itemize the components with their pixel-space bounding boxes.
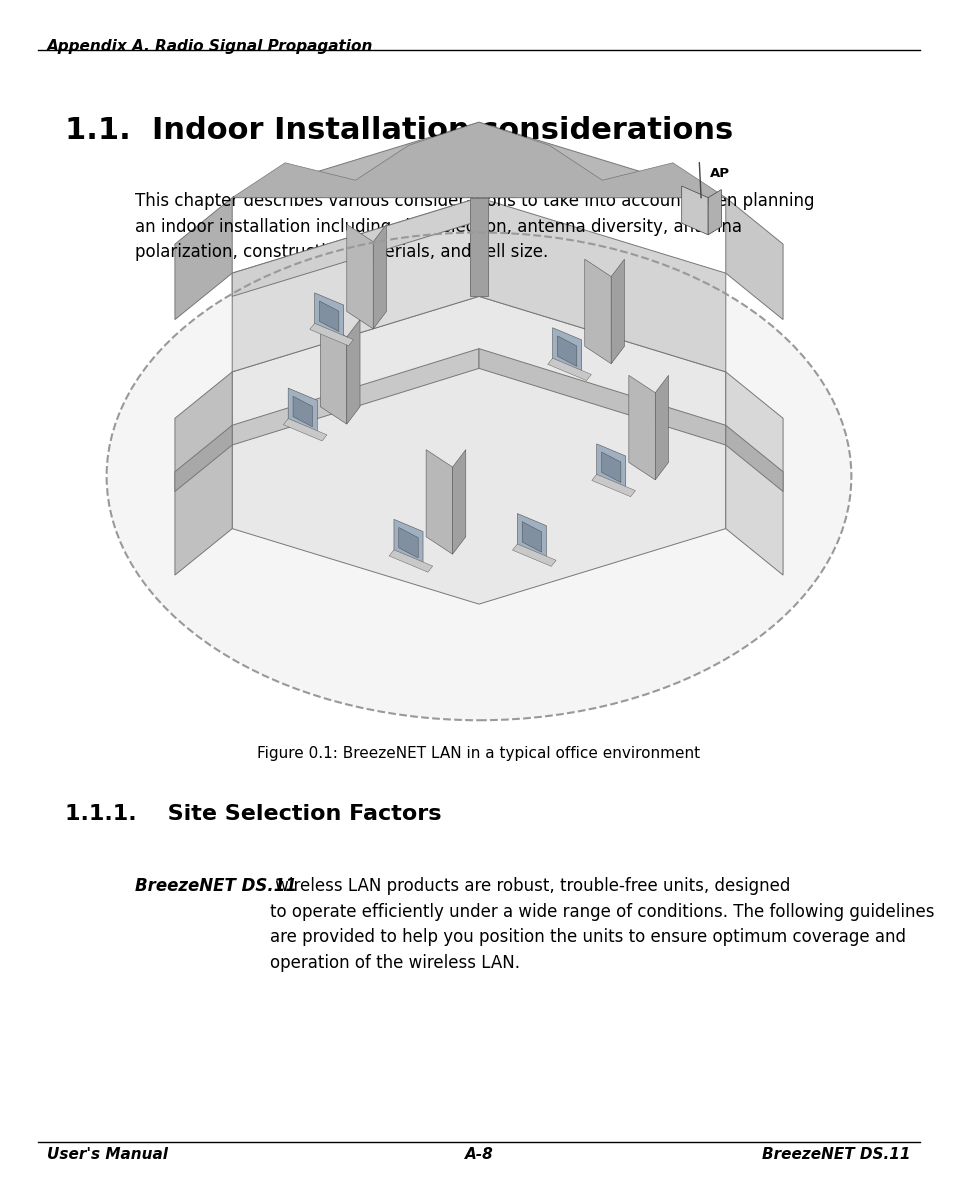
Ellipse shape [106, 232, 852, 720]
Polygon shape [232, 198, 479, 296]
Polygon shape [232, 348, 479, 446]
Polygon shape [522, 521, 541, 552]
Polygon shape [452, 449, 466, 555]
Polygon shape [309, 324, 354, 346]
Polygon shape [426, 449, 452, 555]
Text: Appendix A. Radio Signal Propagation: Appendix A. Radio Signal Propagation [47, 39, 374, 53]
Polygon shape [175, 425, 232, 492]
Polygon shape [553, 328, 582, 372]
Polygon shape [597, 444, 626, 488]
Polygon shape [726, 372, 783, 575]
Text: User's Manual: User's Manual [47, 1147, 169, 1161]
Polygon shape [479, 198, 726, 372]
Text: BreezeNET DS.11: BreezeNET DS.11 [135, 877, 297, 895]
Polygon shape [232, 122, 726, 198]
Polygon shape [517, 513, 546, 558]
Polygon shape [320, 320, 347, 424]
Polygon shape [602, 451, 621, 482]
Text: wireless LAN products are robust, trouble-free units, designed
to operate effici: wireless LAN products are robust, troubl… [270, 877, 935, 972]
Text: 1.1.  Indoor Installation considerations: 1.1. Indoor Installation considerations [65, 116, 733, 146]
Polygon shape [682, 186, 708, 235]
Polygon shape [394, 519, 423, 564]
Polygon shape [470, 198, 488, 296]
Polygon shape [558, 335, 577, 366]
Polygon shape [399, 527, 419, 558]
Polygon shape [284, 418, 327, 441]
Polygon shape [175, 372, 232, 575]
Polygon shape [232, 198, 479, 372]
Polygon shape [347, 224, 374, 329]
Text: A-8: A-8 [465, 1147, 493, 1161]
Polygon shape [584, 260, 611, 364]
Polygon shape [479, 348, 726, 446]
Text: BreezeNET DS.11: BreezeNET DS.11 [763, 1147, 911, 1161]
Polygon shape [389, 550, 433, 572]
Text: 1.1.1.    Site Selection Factors: 1.1.1. Site Selection Factors [65, 803, 442, 824]
Polygon shape [293, 396, 312, 427]
Polygon shape [726, 425, 783, 492]
Polygon shape [232, 122, 726, 198]
Polygon shape [175, 198, 232, 320]
Polygon shape [288, 389, 317, 433]
Polygon shape [548, 358, 591, 380]
Polygon shape [655, 376, 669, 480]
Polygon shape [611, 260, 625, 364]
Polygon shape [232, 296, 726, 604]
Text: This chapter describes various considerations to take into account when planning: This chapter describes various considera… [135, 192, 814, 261]
Polygon shape [374, 224, 386, 329]
Polygon shape [319, 301, 339, 332]
Polygon shape [628, 376, 655, 480]
Polygon shape [347, 320, 360, 424]
Text: Figure 0.1: BreezeNET LAN in a typical office environment: Figure 0.1: BreezeNET LAN in a typical o… [258, 745, 700, 761]
Polygon shape [726, 198, 783, 320]
Polygon shape [513, 544, 556, 566]
Polygon shape [314, 293, 344, 338]
Polygon shape [708, 190, 721, 235]
Text: AP: AP [710, 167, 730, 180]
Polygon shape [592, 474, 635, 497]
